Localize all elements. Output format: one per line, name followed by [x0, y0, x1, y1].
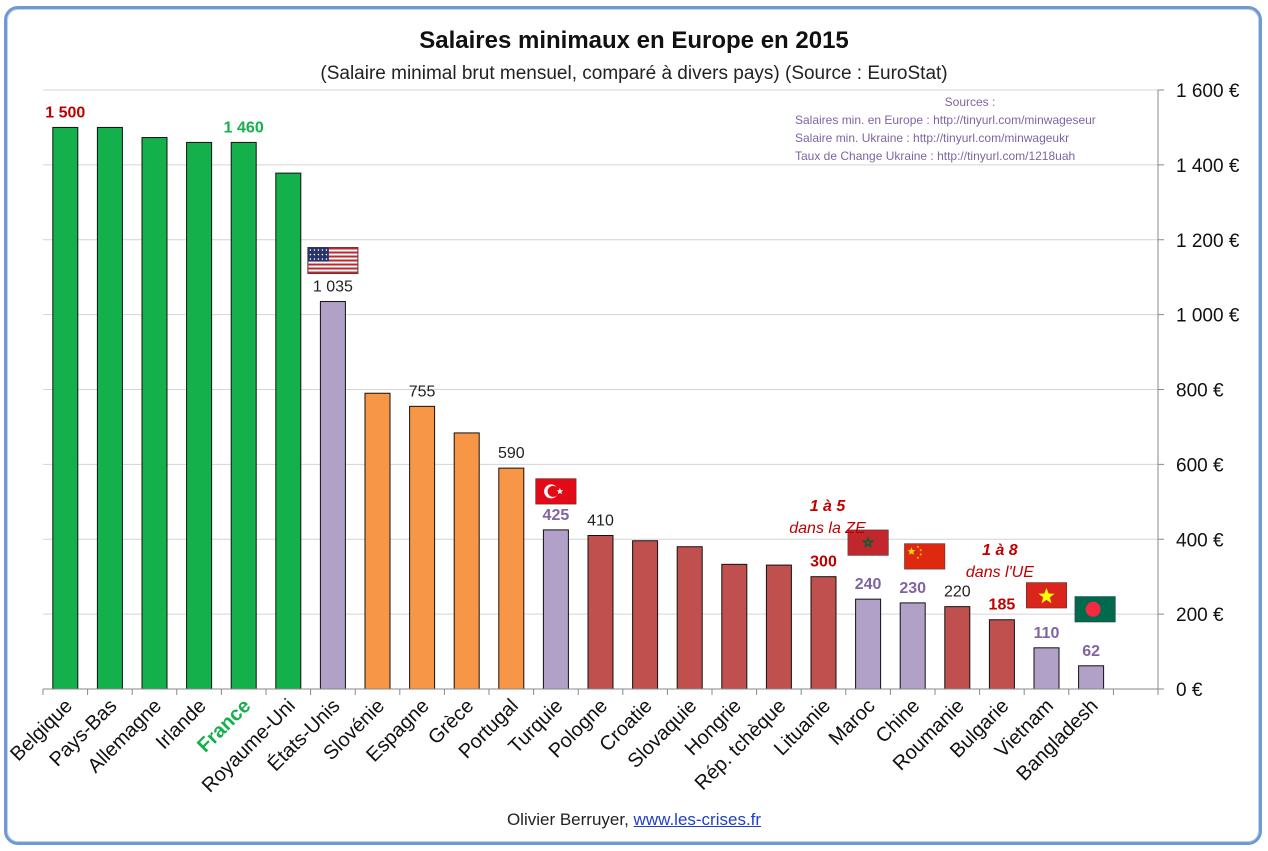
y-tick-label: 1 000 €: [1176, 306, 1240, 327]
sources-line: Salaire min. Ukraine : http://tinyurl.co…: [795, 131, 1069, 145]
bar-22: [988, 619, 1015, 690]
us-flag-icon: [307, 247, 359, 275]
bar-13: [587, 535, 614, 690]
bar-24: [1078, 665, 1105, 690]
data-label: 1 500: [45, 104, 85, 121]
data-label: 240: [855, 576, 882, 593]
bar-8: [364, 392, 391, 690]
bar-17: [765, 564, 792, 690]
bangladesh-flag-icon: [1074, 596, 1116, 623]
data-label: 590: [498, 445, 525, 462]
y-tick-label: 200 €: [1176, 605, 1224, 626]
data-label: 185: [989, 597, 1016, 614]
annotation-ratio-ze: 1 à 5: [810, 498, 847, 515]
data-label: 300: [810, 554, 837, 571]
turkey-flag-icon: [535, 478, 577, 505]
sources-heading: Sources :: [945, 95, 996, 109]
vietnam-flag-icon: [1026, 582, 1067, 609]
y-tick-label: 1 200 €: [1176, 231, 1240, 252]
bar-6: [275, 172, 302, 690]
bar-21: [944, 606, 971, 690]
bar-15: [676, 546, 703, 690]
annotation-ratio-ze: dans la ZE: [789, 520, 866, 537]
y-tick-label: 600 €: [1176, 455, 1224, 476]
category-label: Maroc: [825, 695, 880, 750]
bar-1: [52, 126, 79, 690]
chart-subtitle: (Salaire minimal brut mensuel, comparé à…: [320, 63, 947, 84]
annotation-ratio-ue: dans l'UE: [966, 564, 1034, 581]
data-labels: 1 500 1 460 1 035 755 590 425 410 300 240 230 220 1…: [45, 104, 1100, 659]
credit-line: Olivier Berruyer, www.les-crises.fr: [0, 810, 1268, 830]
bar-9: [409, 405, 436, 690]
bar-4: [186, 141, 213, 690]
y-tick-label: 0 €: [1176, 680, 1203, 701]
bar-23: [1033, 647, 1060, 690]
bar-16: [721, 563, 748, 690]
bar-12: [542, 529, 569, 690]
y-tick-label: 400 €: [1176, 530, 1224, 551]
annotation-ratio-ue: 1 à 8: [982, 542, 1018, 559]
y-tick-label: 800 €: [1176, 381, 1224, 402]
bar-11: [498, 467, 525, 690]
flags: [307, 247, 1116, 623]
bars: [52, 126, 1105, 690]
bar-2: [96, 126, 123, 690]
data-label: 220: [944, 584, 971, 601]
annotations: 1 à 5 dans la ZE 1 à 8 dans l'UE: [789, 498, 1034, 581]
morocco-flag-icon: [847, 529, 889, 556]
sources-line: Taux de Change Ukraine : http://tinyurl.…: [795, 149, 1075, 163]
sources-line: Salaires min. en Europe : http://tinyurl…: [795, 113, 1096, 127]
bar-18: [810, 576, 837, 690]
data-label: 425: [543, 507, 570, 524]
data-label: 1 460: [224, 119, 264, 136]
data-label: 230: [899, 580, 926, 597]
china-flag-icon: [904, 543, 946, 570]
data-label: 110: [1034, 625, 1060, 642]
data-label: 755: [409, 383, 436, 400]
credit-author: Olivier Berruyer,: [506, 810, 629, 829]
bar-10: [453, 432, 480, 690]
bar-3: [141, 137, 168, 690]
data-label: 410: [587, 513, 614, 530]
chart-frame: [4, 6, 1262, 845]
bar-5: [230, 141, 257, 690]
bar-20: [899, 602, 926, 690]
data-label: 1 035: [313, 279, 353, 296]
bar-7: [319, 301, 346, 690]
gridlines: [43, 89, 1158, 615]
y-tick-label: 1 400 €: [1176, 156, 1240, 177]
sources-box: Sources : Salaires min. en Europe : http:…: [795, 95, 1096, 163]
y-tick-label: 1 600 €: [1176, 81, 1240, 102]
bar-14: [632, 540, 659, 690]
bar-19: [855, 598, 882, 690]
credit-link[interactable]: www.les-crises.fr: [633, 810, 762, 829]
chart-title: Salaires minimaux en Europe en 2015: [419, 27, 849, 54]
data-label: 62: [1082, 643, 1100, 660]
